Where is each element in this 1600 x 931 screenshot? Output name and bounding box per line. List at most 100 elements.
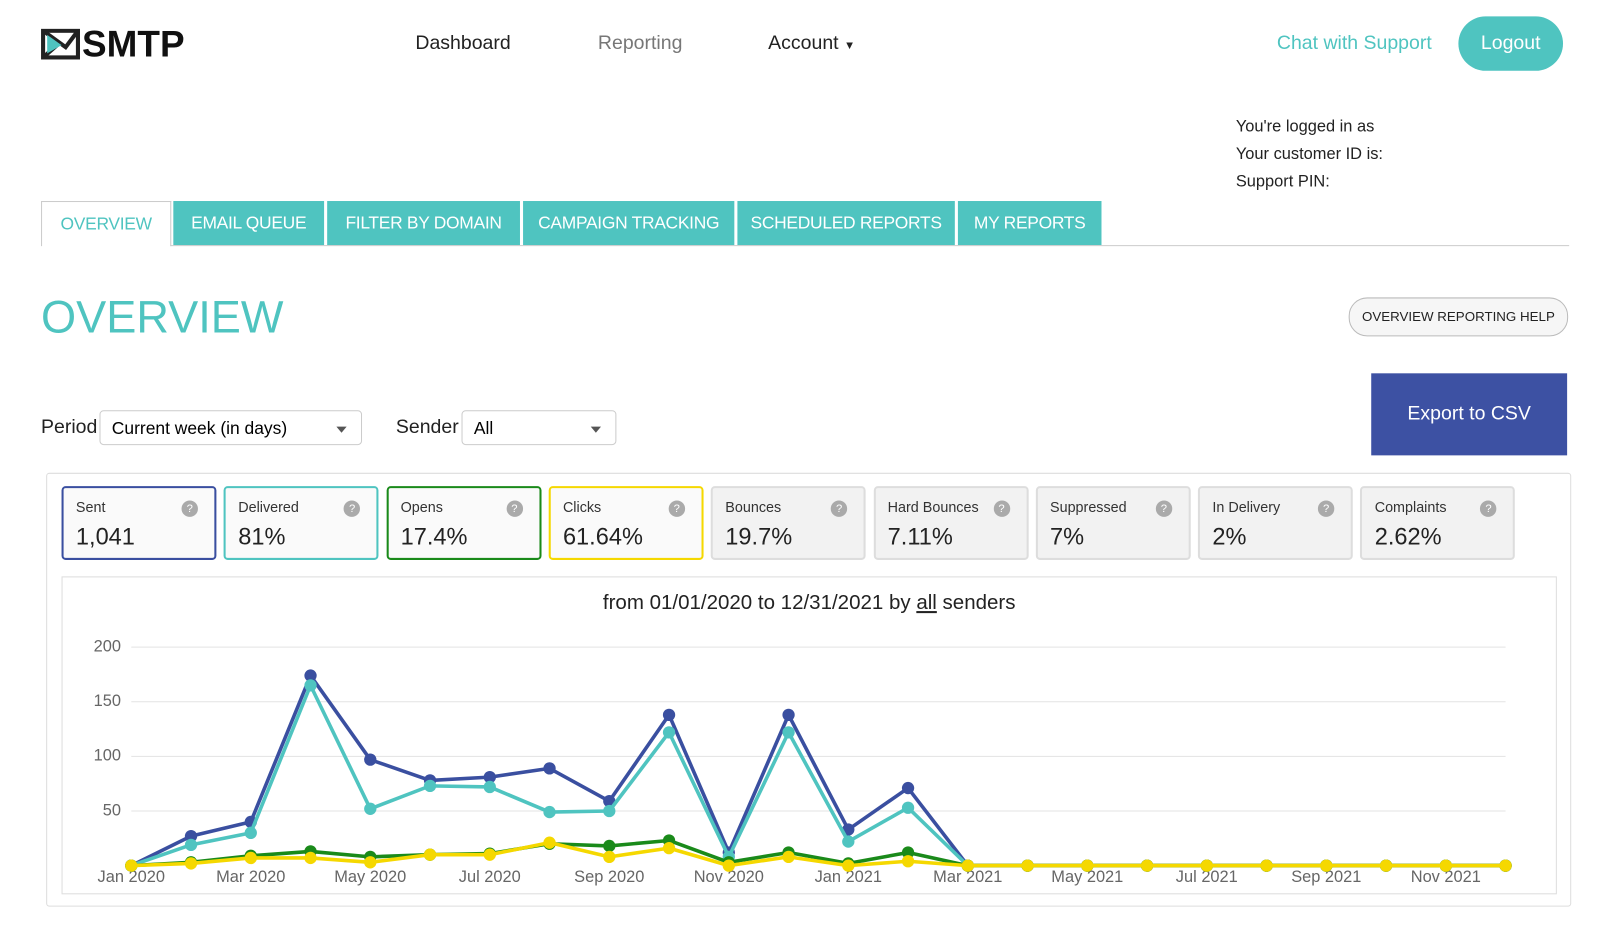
logout-button[interactable]: Logout [1458,16,1564,71]
data-point [184,838,198,852]
data-point [543,836,556,849]
data-point [961,859,974,872]
tab[interactable]: MY REPORTS [957,201,1102,246]
stat-box[interactable]: Hard Bounces 7.11%? [873,486,1029,560]
page-heading: OVERVIEW [41,292,284,343]
data-point [1140,859,1154,872]
stat-value: 19.7% [725,523,793,550]
stat-label: Hard Bounces [887,498,979,515]
nav-link[interactable]: Account ▼ [768,33,855,56]
tab[interactable]: EMAIL QUEUE [173,201,325,246]
data-point [423,779,437,793]
help-icon[interactable]: ? [343,500,361,517]
help-icon[interactable]: ? [1317,500,1335,517]
help-icon[interactable]: ? [1155,500,1173,517]
tab[interactable]: FILTER BY DOMAIN [327,201,520,246]
data-point [543,805,556,819]
tab[interactable]: SCHEDULED REPORTS [737,201,955,246]
data-point [1499,859,1512,872]
help-icon[interactable]: ? [181,500,198,517]
stat-value: 7.11% [887,523,953,550]
stat-value: 2% [1212,523,1247,550]
tab[interactable]: OVERVIEW [41,201,172,247]
data-point [901,855,915,868]
stat-label: Suppressed [1050,498,1127,515]
data-point [1260,859,1273,872]
stat-box[interactable]: Suppressed 7%? [1035,486,1191,560]
stat-box[interactable]: Opens 17.4%? [386,486,542,560]
help-icon[interactable]: ? [1480,500,1497,517]
period-select[interactable]: Current week (in days) [99,410,363,446]
data-point [901,781,915,795]
x-tick-label: Sep 2020 [574,868,644,886]
data-point [364,802,377,815]
stat-label: Opens [400,498,443,515]
logo-icon [41,28,80,60]
data-point [364,753,377,766]
stat-box[interactable]: In Delivery 2%? [1197,486,1353,560]
data-point [1439,859,1452,872]
y-tick-label: 200 [94,637,121,655]
x-tick-label: Jan 2020 [98,868,165,886]
title-text: senders [943,592,1016,615]
help-icon[interactable]: ? [668,500,685,517]
data-point [603,804,616,818]
series-line [131,840,1506,868]
x-tick-label: Jul 2021 [1176,868,1238,886]
y-tick-label: 150 [94,692,121,710]
y-tick-label: 100 [94,747,121,765]
data-point [782,708,795,722]
stat-box[interactable]: Delivered 81%? [223,486,379,560]
nav-link[interactable]: Dashboard [415,32,511,55]
sender-select[interactable]: All [461,410,617,446]
filter-label: Period [41,416,98,438]
caret: ▼ [844,39,856,53]
info-line: You're logged in as [1235,117,1375,136]
tab[interactable]: CAMPAIGN TRACKING [523,201,735,246]
data-point [543,762,556,775]
x-tick-label: Sep 2021 [1291,868,1361,886]
data-point [483,848,496,861]
data-point [304,669,317,682]
x-tick-label: May 2020 [334,868,406,886]
title-link[interactable]: all [916,592,937,615]
x-tick-label: Jan 2021 [815,868,882,886]
stat-box[interactable]: Clicks 61.64%? [548,486,704,560]
stat-label: Sent [75,498,106,515]
data-point [722,859,735,872]
x-tick-label: Mar 2021 [933,868,1002,886]
series-line [130,673,1506,868]
x-tick-label: May 2021 [1051,868,1123,886]
stat-value: 1,041 [75,523,135,550]
data-point [244,826,257,839]
export-button[interactable]: Export to CSV [1371,373,1568,456]
chat-link[interactable]: Chat with Support [1276,32,1432,55]
data-point [304,851,317,865]
nav-link[interactable]: Reporting [597,32,683,55]
stat-value: 17.4% [400,523,468,550]
stat-label: Delivered [238,498,299,515]
data-point [1320,859,1333,872]
data-point [364,856,377,869]
help-icon[interactable]: ? [830,500,848,517]
data-point [603,839,616,853]
stat-box[interactable]: Sent 1,041? [61,486,217,560]
help-icon[interactable]: ? [506,500,523,517]
stat-value: 81% [238,523,286,550]
help-icon[interactable]: ? [993,500,1010,517]
data-point [842,835,855,848]
data-point [782,850,795,864]
data-point [483,770,496,784]
data-point [483,780,496,794]
data-point [1379,859,1393,872]
stat-box[interactable]: Complaints 2.62%? [1360,486,1516,560]
filter-label: Sender [395,416,459,438]
data-point [782,726,795,739]
data-point [662,708,676,722]
help-button[interactable]: OVERVIEW REPORTING HELP [1348,297,1569,337]
chart: from 01/01/2020 to 12/31/2021 by all sen… [94,592,1512,886]
x-tick-label: Mar 2020 [216,868,285,886]
stat-box[interactable]: Bounces 19.7%? [710,486,866,560]
